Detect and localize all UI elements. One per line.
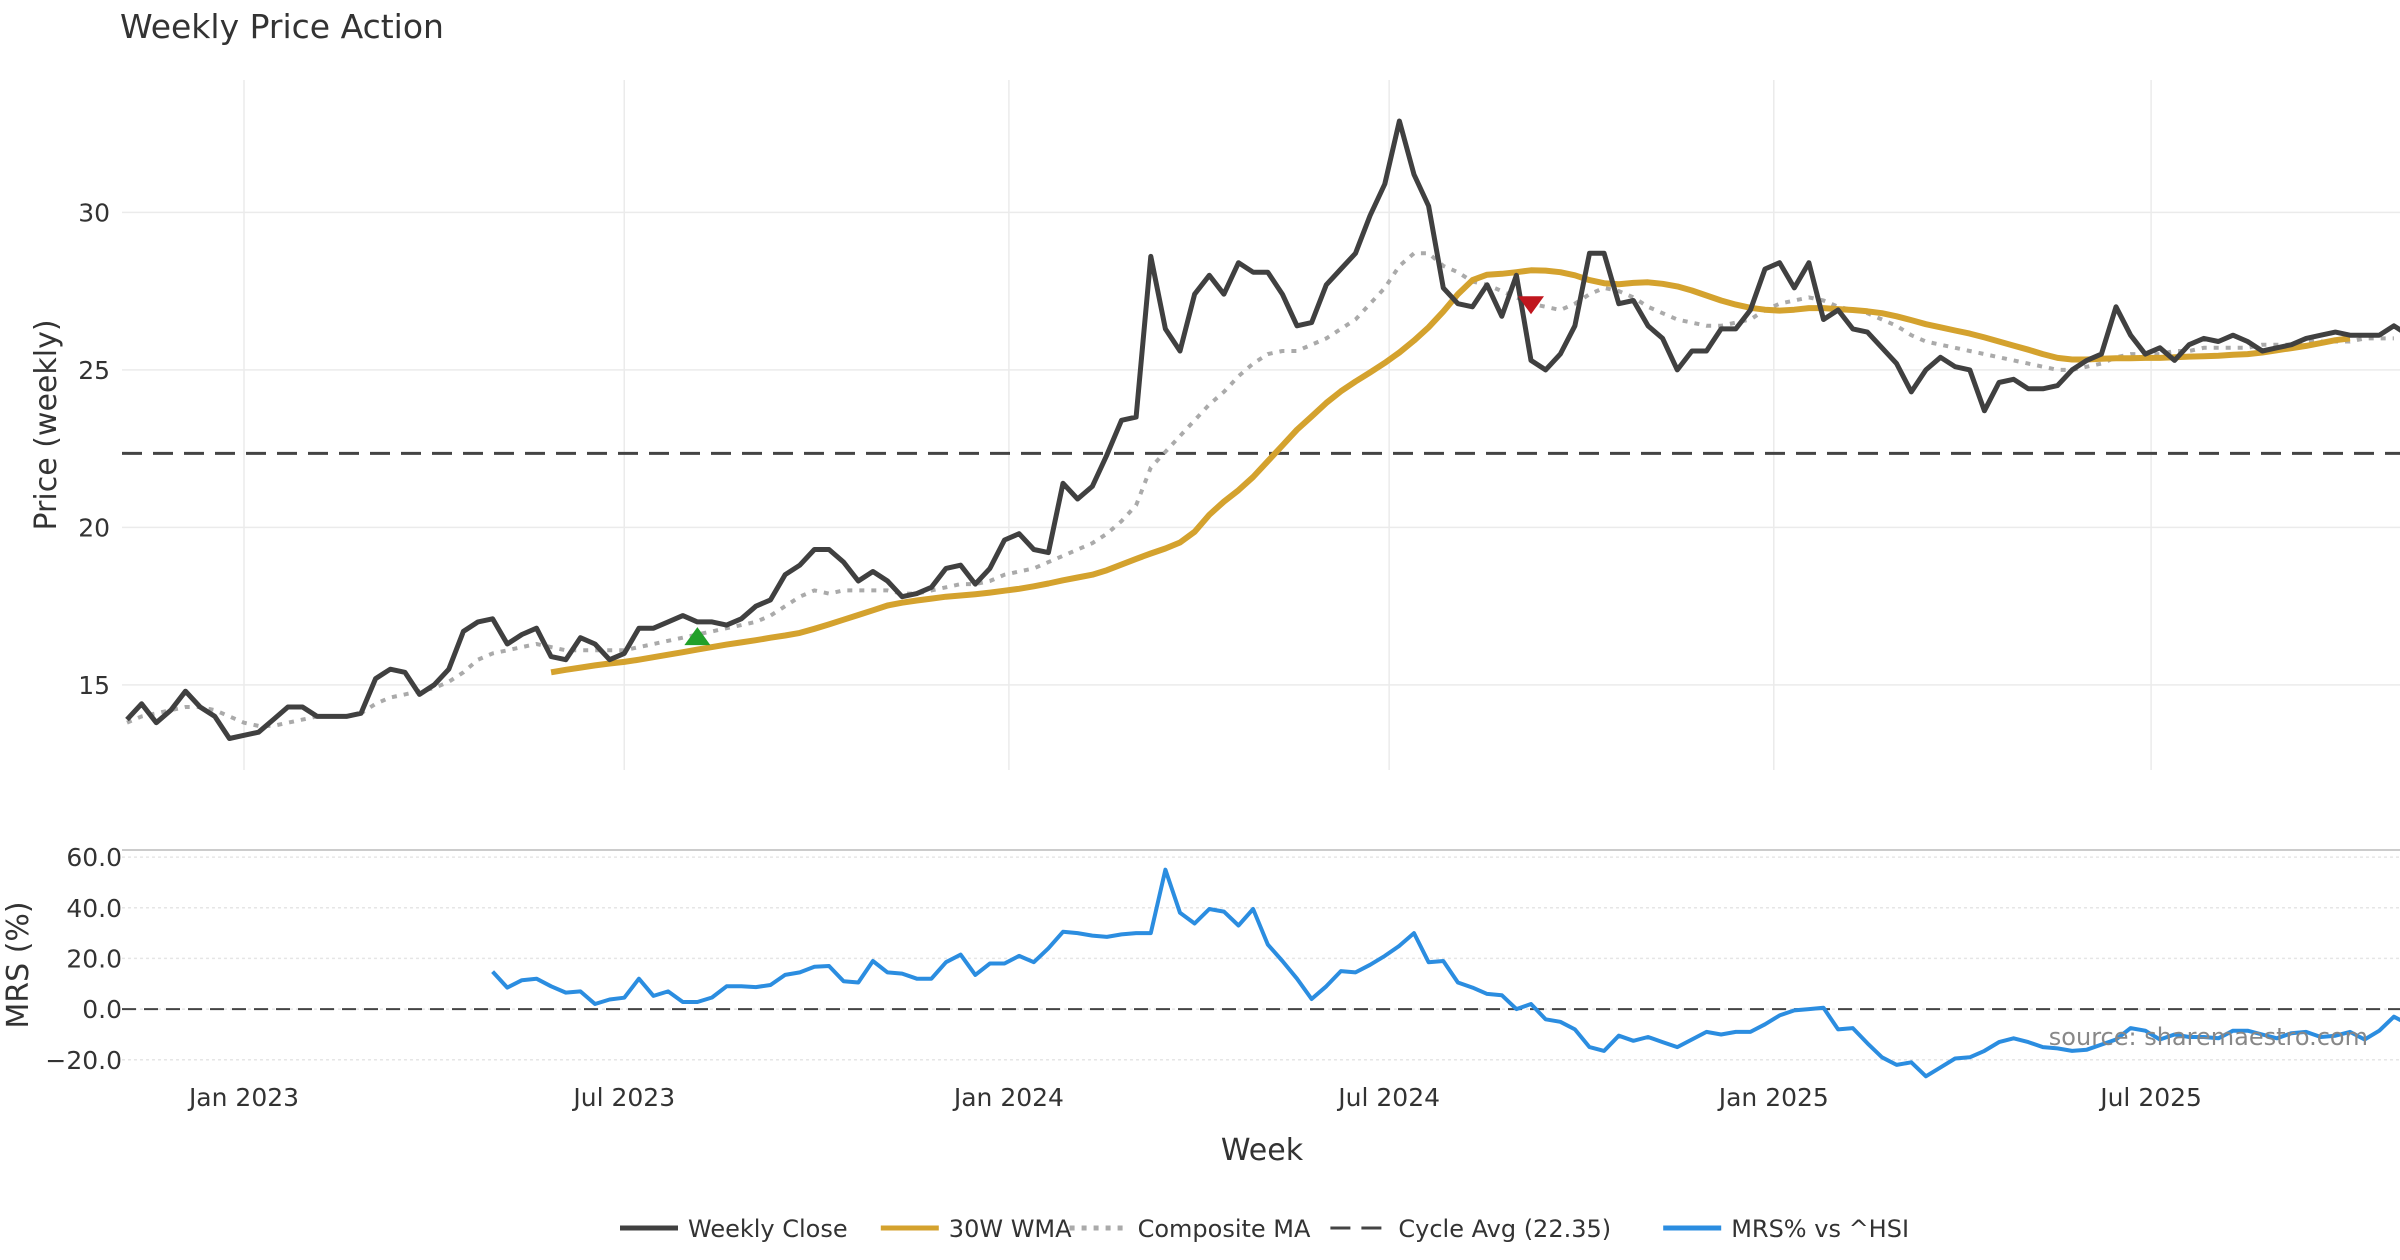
x-tick-label: Jul 2025: [2098, 1083, 2202, 1112]
legend-label: 30W WMA: [949, 1215, 1072, 1243]
chart-title: Weekly Price Action: [120, 7, 444, 46]
price-y-tick-label: 15: [78, 671, 110, 700]
legend-label: Cycle Avg (22.35): [1398, 1215, 1611, 1243]
legend: Weekly Close 30W WMA Composite MA Cycle Avg…: [620, 1215, 1909, 1243]
x-axis-title: Week: [1221, 1133, 1304, 1168]
legend-label: Composite MA: [1138, 1215, 1311, 1243]
x-tick-label: Jan 2023: [187, 1083, 299, 1112]
price-y-axis-title: Price (weekly): [29, 319, 64, 530]
mrs-line: [491, 867, 2400, 1079]
mrs-y-tick-label: −20.0: [45, 1046, 122, 1075]
price-y-tick-label: 25: [78, 356, 110, 385]
legend-item: Composite MA: [1069, 1215, 1311, 1243]
price-y-ticks: 15 20 25 30: [78, 198, 110, 700]
legend-item: 30W WMA: [880, 1215, 1072, 1243]
price-y-tick-label: 30: [78, 198, 110, 227]
legend-label: Weekly Close: [688, 1215, 848, 1243]
mrs-y-tick-label: 0.0: [82, 995, 122, 1024]
x-tick-label: Jan 2024: [952, 1083, 1064, 1112]
price-grid: [122, 80, 2400, 770]
price-y-tick-label: 20: [78, 513, 110, 542]
source-annotation: source: sharemaestro.com: [2049, 1023, 2368, 1051]
sell-signal-marker: [1518, 296, 1544, 315]
x-tick-label: Jul 2023: [571, 1083, 675, 1112]
mrs-y-tick-label: 20.0: [66, 944, 122, 973]
mrs-y-tick-label: 40.0: [66, 894, 122, 923]
wma-30w-line: [550, 267, 2351, 676]
legend-item: Weekly Close: [620, 1215, 848, 1243]
x-tick-labels: Jan 2023 Jul 2023 Jan 2024 Jul 2024 Jan 2025…: [187, 1083, 2202, 1112]
buy-signal-marker: [684, 627, 711, 646]
x-tick-label: Jul 2024: [1336, 1083, 1440, 1112]
mrs-y-ticks: 60.0 40.0 20.0 0.0 −20.0: [45, 843, 122, 1075]
legend-item: MRS% vs ^HSI: [1663, 1215, 1909, 1243]
mrs-y-tick-label: 60.0: [66, 843, 122, 872]
composite-ma-line: [126, 251, 2394, 728]
x-tick-label: Jan 2025: [1717, 1083, 1829, 1112]
legend-item: Cycle Avg (22.35): [1330, 1215, 1611, 1243]
weekly-close-line: [125, 118, 2400, 741]
mrs-y-axis-title: MRS (%): [1, 901, 36, 1028]
legend-label: MRS% vs ^HSI: [1731, 1215, 1909, 1243]
